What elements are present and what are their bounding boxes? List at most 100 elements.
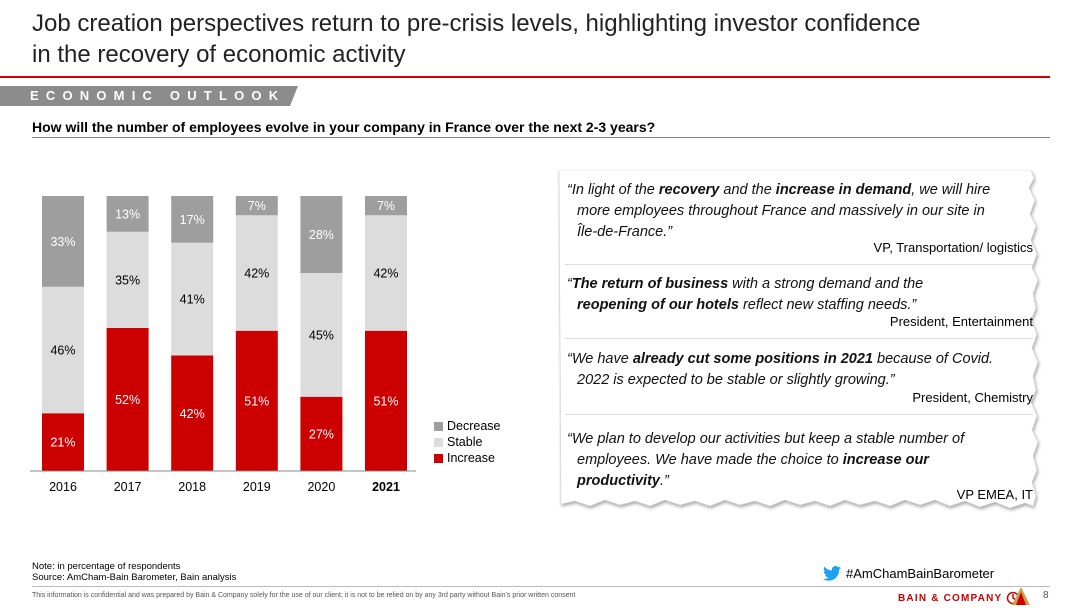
data-label-stable-2020: 45% [309,328,334,342]
note-text: Note: in percentage of respondents [32,561,181,572]
page-title-line-2: in the recovery of economic activity [32,41,406,68]
data-label-increase-2017: 52% [115,393,140,407]
quote-1-fragment: and the [719,182,776,198]
quotes-panel: “In light of the recovery and the increa… [555,170,1045,515]
source-text: Source: AmCham-Bain Barometer, Bain anal… [32,572,237,583]
quote-4-fragment: increase our [842,452,929,468]
legend-item-decrease: Decrease [434,418,501,434]
data-label-stable-2018: 41% [180,293,205,307]
legend-swatch-increase [434,453,443,463]
disclaimer: This information is confidential and was… [32,592,576,599]
x-tick-label-2016: 2016 [49,480,77,494]
legend-item-increase: Increase [434,450,501,466]
quote-2: “The return of business with a strong de… [567,274,1032,316]
brand: BAIN & COMPANY [898,591,1020,605]
bar-segment-increase-2018 [171,355,214,471]
bar-segment-increase-2020 [300,396,343,471]
x-tick-label-2018: 2018 [178,480,206,494]
quote-1-line-3: Île-de-France.” [577,224,673,240]
bar-segment-increase-2016 [42,413,84,471]
page-title: Job creation perspectives return to pre-… [32,8,1052,70]
quote-3-line-2: 2022 is expected to be stable or slightl… [577,372,895,388]
quote-separator-1 [565,264,1033,265]
quote-4-author: VP EMEA, IT [956,487,1033,502]
quote-4-line-1: “We plan to develop our activities but k… [567,431,965,447]
section-tag-background [0,86,298,106]
bar-segment-increase-2019 [235,330,278,471]
legend-label-increase: Increase [447,451,495,465]
quote-2-fragment: “ [567,276,572,292]
data-label-decrease-2018: 17% [180,213,205,227]
bar-segment-increase-2017 [106,328,149,471]
quote-2-author: President, Entertainment [889,314,1033,329]
twitter-bird-icon [823,566,841,581]
quote-1-line-2: more employees throughout France and mas… [577,203,985,219]
data-label-stable-2017: 35% [115,273,140,287]
data-label-increase-2018: 42% [180,407,205,421]
quote-3-fragment: because of Covid. [872,351,994,367]
torn-paper-background [558,170,1039,509]
data-label-stable-2016: 46% [50,344,75,358]
bar-segment-decrease-2021 [365,196,407,216]
stacked-bar-chart: 21% 46% 33% 2016 52% 35% 13% 2017 42% 41% 17% 2018 5… [30,196,416,494]
legend-swatch-stable [434,437,443,447]
page-number: 8 [1043,590,1049,601]
hashtag-text: #AmChamBainBarometer [846,566,995,581]
quote-4: “We plan to develop our activities but k… [567,429,1032,492]
quote-4-line-2: employees. We have made the choice to in… [567,450,1032,471]
quote-separator-3 [565,414,1033,415]
quote-3-line-1: “We have already cut some positions in 2… [567,351,993,367]
amcham-logo-icon [1012,587,1030,605]
data-label-increase-2016: 21% [50,436,75,450]
title-divider [0,76,1050,78]
data-label-increase-2019: 51% [244,394,269,408]
chart-notes: Note: in percentage of respondents Sourc… [32,561,236,583]
quote-4-line-3: productivity.” [567,471,1032,492]
x-tick-label-2017: 2017 [114,480,142,494]
data-label-decrease-2019: 7% [248,199,266,213]
data-label-decrease-2017: 13% [115,207,140,221]
data-label-decrease-2016: 33% [50,235,75,249]
brand-name: BAIN & COMPANY [898,592,1003,604]
quote-2-fragment: reopening of our hotels [577,297,739,313]
bar-segment-decrease-2020 [300,196,343,273]
quote-2-fragment: The return of business [571,276,729,292]
section-tag-label: ECONOMIC OUTLOOK [30,88,286,103]
quote-4-fragment: .” [659,473,669,489]
page-title-line-1: Job creation perspectives return to pre-… [32,10,921,37]
data-label-decrease-2021: 7% [377,199,395,213]
data-label-increase-2020: 27% [309,427,334,441]
bar-segment-stable-2021 [365,215,407,331]
quote-4-fragment: productivity [577,473,660,489]
legend-label-decrease: Decrease [447,419,501,433]
data-label-increase-2021: 51% [373,394,398,408]
x-tick-label-2021: 2021 [372,480,400,494]
quote-1-fragment: increase in demand [775,182,912,198]
x-tick-label-2020: 2020 [307,480,335,494]
bar-segment-stable-2018 [171,242,214,356]
quote-1: “In light of the recovery and the increa… [567,180,1032,243]
quote-2-line-2: reopening of our hotels reflect new staf… [567,295,1032,316]
bar-segment-decrease-2018 [171,196,214,243]
quote-2-fragment: reflect new staffing needs.” [738,297,917,313]
bar-segment-decrease-2017 [106,196,149,232]
section-tag: ECONOMIC OUTLOOK [0,86,300,106]
hashtag: #AmChamBainBarometer [823,566,994,581]
bar-segment-stable-2019 [235,215,278,331]
quote-3: “We have already cut some positions in 2… [567,349,1032,391]
bar-segment-stable-2016 [42,286,84,414]
quote-2-line-1: “The return of business with a strong de… [567,276,923,292]
quote-2-fragment: with a strong demand and the [728,276,924,292]
question-divider [32,137,1050,138]
quote-3-fragment: “We have [567,351,633,367]
quote-1-author: VP, Transportation/ logistics [873,240,1033,255]
x-tick-label-2019: 2019 [243,480,271,494]
bar-segment-increase-2021 [365,330,407,471]
quote-3-author: President, Chemistry [912,390,1033,405]
data-label-decrease-2020: 28% [309,228,334,242]
bar-segment-decrease-2016 [42,196,84,287]
bar-segment-decrease-2019 [235,196,278,216]
chart-legend: Decrease Stable Increase [434,418,501,466]
survey-question: How will the number of employees evolve … [32,119,656,135]
bar-segment-stable-2017 [106,231,149,328]
